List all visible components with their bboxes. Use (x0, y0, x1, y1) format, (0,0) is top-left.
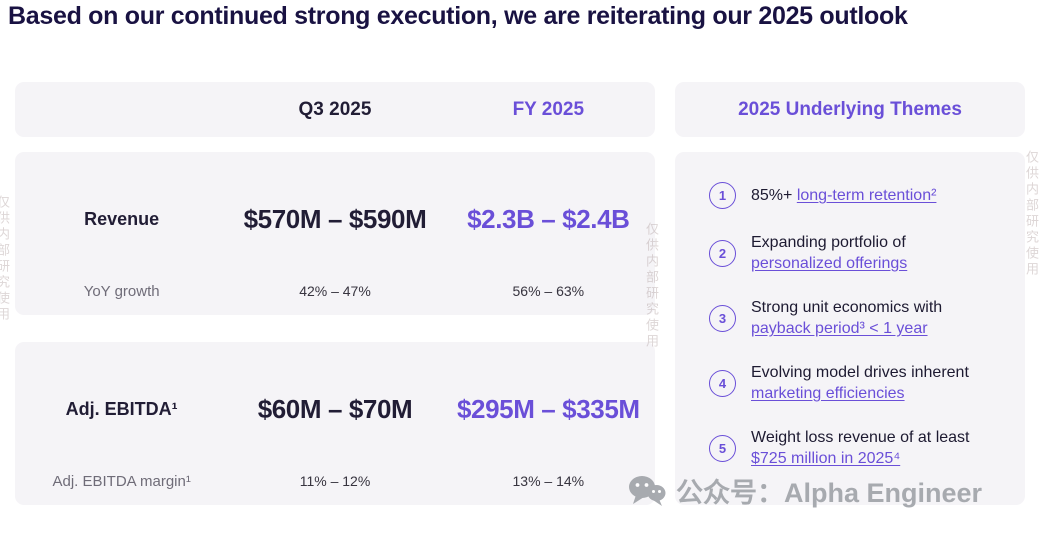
theme-item-portfolio: 2 Expanding portfolio of personalized of… (709, 232, 1025, 274)
guidance-table: Q3 2025 FY 2025 Revenue $570M – $590M $2… (15, 82, 655, 532)
ebitda-q3-value: $60M – $70M (257, 394, 413, 424)
ebitda-fy-value: $295M – $335M (456, 394, 640, 424)
revenue-fy-value: $2.3B – $2.4B (467, 204, 630, 234)
theme-item-weight-loss: 5 Weight loss revenue of at least $725 m… (709, 427, 1025, 469)
diagonal-watermark: 仅供内部研究使用 (0, 195, 10, 323)
theme-number-badge-3: 3 (709, 304, 736, 332)
theme-item-unit-economics: 3 Strong unit economics with payback per… (709, 297, 1025, 339)
revenue-fy-subvalue: 56% – 63% (512, 283, 585, 299)
theme-link-personalized-offerings[interactable]: personalized offerings (751, 255, 908, 272)
ebitda-q3-subvalue: 11% – 12% (299, 473, 371, 489)
row-label-adj-ebitda: Adj. EBITDA¹ (65, 399, 178, 419)
theme-number-badge-5: 5 (709, 434, 736, 462)
theme-link-marketing-efficiencies[interactable]: marketing efficiencies (751, 385, 905, 402)
column-header-q3: Q3 2025 (298, 98, 372, 120)
theme-link-weight-loss-revenue[interactable]: $725 million in 2025⁴ (751, 450, 901, 467)
row-sublabel-yoy-growth: YoY growth (83, 282, 160, 300)
column-header-fy: FY 2025 (512, 98, 585, 120)
themes-list: 1 85%+ long-term retention² 2 Expanding … (675, 152, 1025, 505)
themes-panel: 2025 Underlying Themes 1 85%+ long-term … (675, 82, 1025, 505)
theme-number-badge-1: 1 (709, 182, 736, 209)
theme-text-portfolio: Expanding portfolio of personalized offe… (751, 232, 975, 274)
theme-text-plain: Evolving model drives inherent (751, 364, 969, 381)
theme-item-marketing: 4 Evolving model drives inherent marketi… (709, 362, 1025, 404)
theme-text-weight-loss: Weight loss revenue of at least $725 mil… (751, 427, 975, 469)
theme-number-badge-4: 4 (709, 369, 736, 397)
slide-title: Based on our continued strong execution,… (8, 2, 908, 30)
theme-text-retention: 85%+ long-term retention² (751, 185, 975, 206)
theme-text-plain: Expanding portfolio of (751, 234, 906, 251)
theme-text-marketing: Evolving model drives inherent marketing… (751, 362, 975, 404)
table-row-revenue: Revenue $570M – $590M $2.3B – $2.4B YoY … (15, 152, 655, 315)
theme-text-plain: Weight loss revenue of at least (751, 429, 970, 446)
theme-link-payback-period[interactable]: payback period³ < 1 year (751, 320, 928, 337)
row-label-revenue: Revenue (84, 209, 160, 229)
revenue-q3-value: $570M – $590M (243, 204, 427, 234)
theme-link-retention[interactable]: long-term retention² (796, 187, 937, 204)
revenue-q3-subvalue: 42% – 47% (299, 283, 371, 299)
theme-item-retention: 1 85%+ long-term retention² (709, 182, 1025, 209)
theme-text-unit-economics: Strong unit economics with payback perio… (751, 297, 975, 339)
table-header-row: Q3 2025 FY 2025 (15, 82, 655, 137)
ebitda-fy-subvalue: 13% – 14% (512, 473, 585, 489)
theme-text-plain: 85%+ (751, 187, 797, 204)
theme-number-badge-2: 2 (709, 239, 736, 267)
theme-text-plain: Strong unit economics with (751, 299, 943, 316)
themes-title: 2025 Underlying Themes (675, 82, 1025, 137)
table-row-adj-ebitda: Adj. EBITDA¹ $60M – $70M $295M – $335M A… (15, 342, 655, 505)
row-sublabel-ebitda-margin: Adj. EBITDA margin¹ (52, 472, 191, 490)
